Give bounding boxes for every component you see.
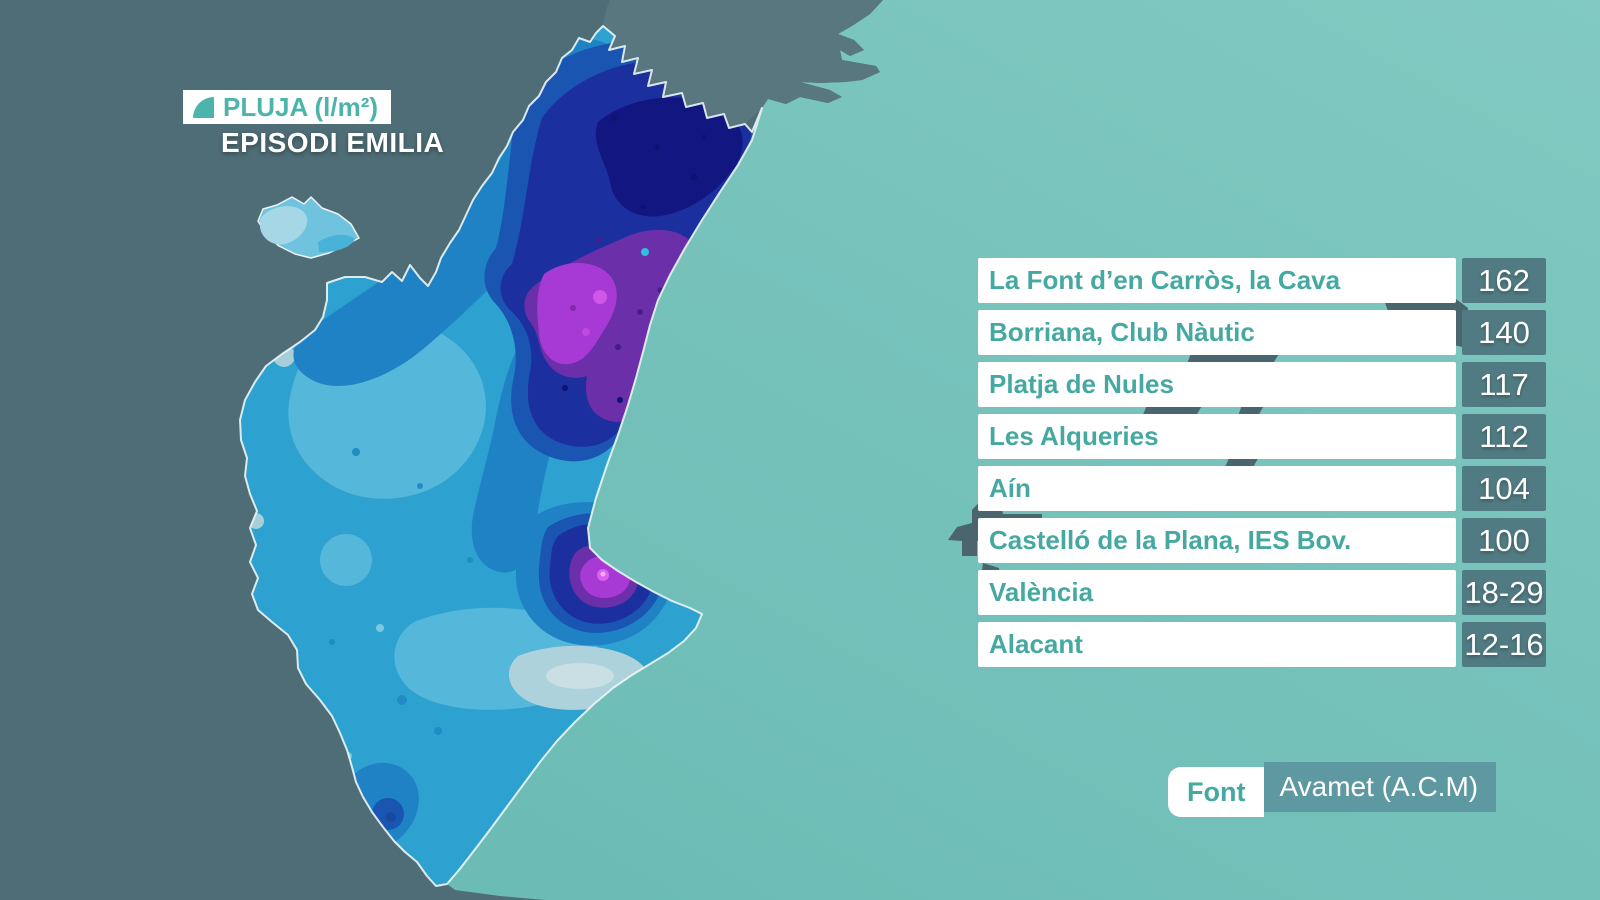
- table-row: Les Alqueries 112: [978, 414, 1546, 459]
- exclave: [257, 196, 360, 259]
- station-value: 162: [1462, 258, 1546, 303]
- table-row: La Font d’en Carròs, la Cava 162: [978, 258, 1546, 303]
- region-border: [239, 25, 763, 887]
- station-value: 112: [1462, 414, 1546, 459]
- station-value: 18-29: [1462, 570, 1546, 615]
- table-row: Castelló de la Plana, IES Bov. 100: [978, 518, 1546, 563]
- rainfall-table: La Font d’en Carròs, la Cava 162 Borrian…: [978, 258, 1546, 667]
- station-name: Alacant: [978, 622, 1456, 667]
- station-name: Castelló de la Plana, IES Bov.: [978, 518, 1456, 563]
- map-title: PLUJA (l/m²): [223, 91, 379, 122]
- source-value: Avamet (A.C.M): [1264, 762, 1497, 812]
- station-name: València: [978, 570, 1456, 615]
- station-value: 117: [1462, 362, 1546, 407]
- station-value: 104: [1462, 466, 1546, 511]
- station-value: 100: [1462, 518, 1546, 563]
- rain-gauge-icon: [193, 96, 214, 118]
- table-row: Platja de Nules 117: [978, 362, 1546, 407]
- table-row: Borriana, Club Nàutic 140: [978, 310, 1546, 355]
- table-row: Aín 104: [978, 466, 1546, 511]
- source-attribution: Font Avamet (A.C.M): [1168, 762, 1497, 817]
- station-name: Platja de Nules: [978, 362, 1456, 407]
- station-name: Aín: [978, 466, 1456, 511]
- coast-ne-land: [603, 0, 883, 128]
- table-row: Alacant 12-16: [978, 622, 1546, 667]
- station-value: 140: [1462, 310, 1546, 355]
- station-name: Borriana, Club Nàutic: [978, 310, 1456, 355]
- source-label: Font: [1168, 767, 1265, 817]
- station-value: 12-16: [1462, 622, 1546, 667]
- station-name: Les Alqueries: [978, 414, 1456, 459]
- station-name: La Font d’en Carròs, la Cava: [978, 258, 1456, 303]
- episode-title: EPISODI EMILIA: [221, 127, 445, 158]
- map-title-badge: PLUJA (l/m²): [183, 90, 392, 124]
- table-row: València 18-29: [978, 570, 1546, 615]
